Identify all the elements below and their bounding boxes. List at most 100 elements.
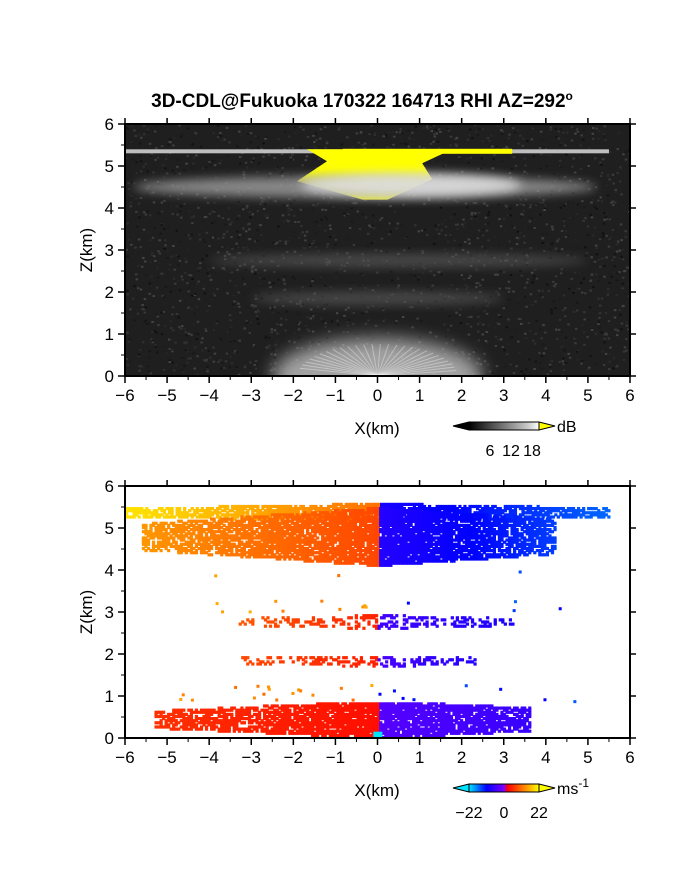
velocity-cell: [185, 513, 189, 517]
velocity-cell: [298, 544, 302, 548]
velocity-cell: [513, 504, 518, 509]
velocity-cell: [205, 509, 209, 513]
intensity-speckle: [598, 238, 602, 241]
intensity-speckle: [213, 164, 217, 167]
velocity-cell: [233, 507, 237, 511]
intensity-speckle: [201, 349, 204, 352]
intensity-speckle: [520, 274, 524, 277]
velocity-cell: [458, 504, 462, 509]
velocity-cell: [137, 515, 141, 519]
intensity-speckle: [485, 373, 488, 376]
intensity-speckle: [171, 169, 174, 172]
intensity-speckle: [450, 216, 453, 219]
velocity-cell: [498, 511, 502, 515]
velocity-cell: [321, 557, 325, 561]
intensity-speckle: [282, 279, 286, 282]
intensity-speckle: [143, 311, 147, 314]
intensity-speckle: [508, 240, 511, 243]
velocity-cell: [333, 540, 337, 544]
intensity-speckle: [249, 132, 253, 135]
intensity-speckle: [246, 248, 250, 251]
intensity-speckle: [131, 297, 135, 300]
intensity-speckle: [202, 348, 206, 351]
intensity-speckle: [400, 224, 404, 227]
intensity-speckle: [322, 320, 325, 323]
velocity-cell: [592, 511, 596, 515]
velocity-cell: [326, 559, 330, 563]
intensity-speckle: [505, 326, 509, 329]
velocity-cell: [305, 551, 310, 555]
intensity-speckle: [405, 236, 409, 239]
velocity-cell: [329, 504, 333, 509]
intensity-speckle: [565, 224, 568, 227]
intensity-speckle: [519, 232, 522, 235]
intensity-speckle: [160, 272, 164, 275]
velocity-cell: [162, 544, 166, 548]
velocity-cell: [258, 513, 263, 517]
intensity-speckle: [265, 335, 268, 338]
intensity-speckle: [167, 338, 171, 341]
intensity-speckle: [226, 350, 229, 353]
intensity-speckle: [380, 305, 383, 308]
intensity-speckle: [129, 290, 132, 293]
velocity-cell: [303, 538, 307, 542]
intensity-speckle: [620, 322, 624, 325]
intensity-speckle: [255, 171, 259, 174]
intensity-speckle: [548, 365, 552, 368]
intensity-speckle: [163, 296, 166, 299]
intensity-speckle: [619, 136, 623, 139]
velocity-cell: [308, 544, 312, 548]
intensity-speckle: [442, 274, 446, 277]
velocity-cell: [145, 515, 149, 519]
intensity-speckle: [275, 241, 279, 244]
velocity-cell: [160, 507, 164, 511]
intensity-speckle: [484, 247, 487, 250]
velocity-cell: [162, 515, 167, 519]
intensity-speckle: [142, 133, 146, 136]
velocity-cell: [347, 502, 351, 506]
velocity-cell: [336, 557, 340, 561]
velocity-cell: [280, 530, 284, 534]
intensity-speckle: [202, 220, 205, 223]
intensity-speckle: [334, 243, 337, 246]
velocity-cell: [263, 551, 267, 555]
velocity-cell: [174, 525, 178, 530]
velocity-cell: [235, 551, 239, 555]
velocity-cell: [541, 513, 545, 517]
velocity-cell: [318, 544, 322, 548]
intensity-speckle: [125, 248, 128, 251]
intensity-speckle: [507, 343, 510, 346]
velocity-cell: [273, 546, 277, 551]
intensity-speckle: [243, 365, 247, 368]
intensity-speckle: [299, 126, 302, 129]
velocity-cell: [294, 507, 298, 511]
intensity-speckle: [613, 201, 617, 204]
velocity-cell: [263, 511, 268, 515]
intensity-speckle: [283, 130, 287, 133]
velocity-cell: [276, 504, 280, 509]
velocity-cell: [220, 513, 225, 517]
velocity-cell: [521, 509, 525, 513]
intensity-speckle: [522, 321, 526, 324]
velocity-cell: [544, 507, 548, 511]
intensity-speckle: [330, 320, 334, 323]
intensity-speckle: [554, 307, 557, 310]
intensity-speckle: [269, 172, 272, 175]
velocity-cell: [257, 555, 262, 559]
intensity-speckle: [564, 307, 567, 310]
velocity-cell: [443, 507, 447, 511]
intensity-speckle: [371, 224, 374, 227]
velocity-cell: [341, 528, 345, 532]
intensity-speckle: [586, 225, 590, 228]
intensity-speckle: [572, 286, 576, 289]
intensity-speckle: [563, 291, 567, 294]
intensity-speckle: [559, 272, 563, 275]
intensity-speckle: [481, 323, 485, 326]
intensity-speckle: [131, 158, 135, 161]
intensity-speckle: [222, 267, 225, 270]
x-tick-label: −2: [284, 386, 303, 405]
velocity-cell: [458, 511, 462, 515]
velocity-cell: [237, 528, 241, 532]
velocity-cell: [316, 523, 320, 527]
intensity-speckle: [246, 133, 250, 136]
